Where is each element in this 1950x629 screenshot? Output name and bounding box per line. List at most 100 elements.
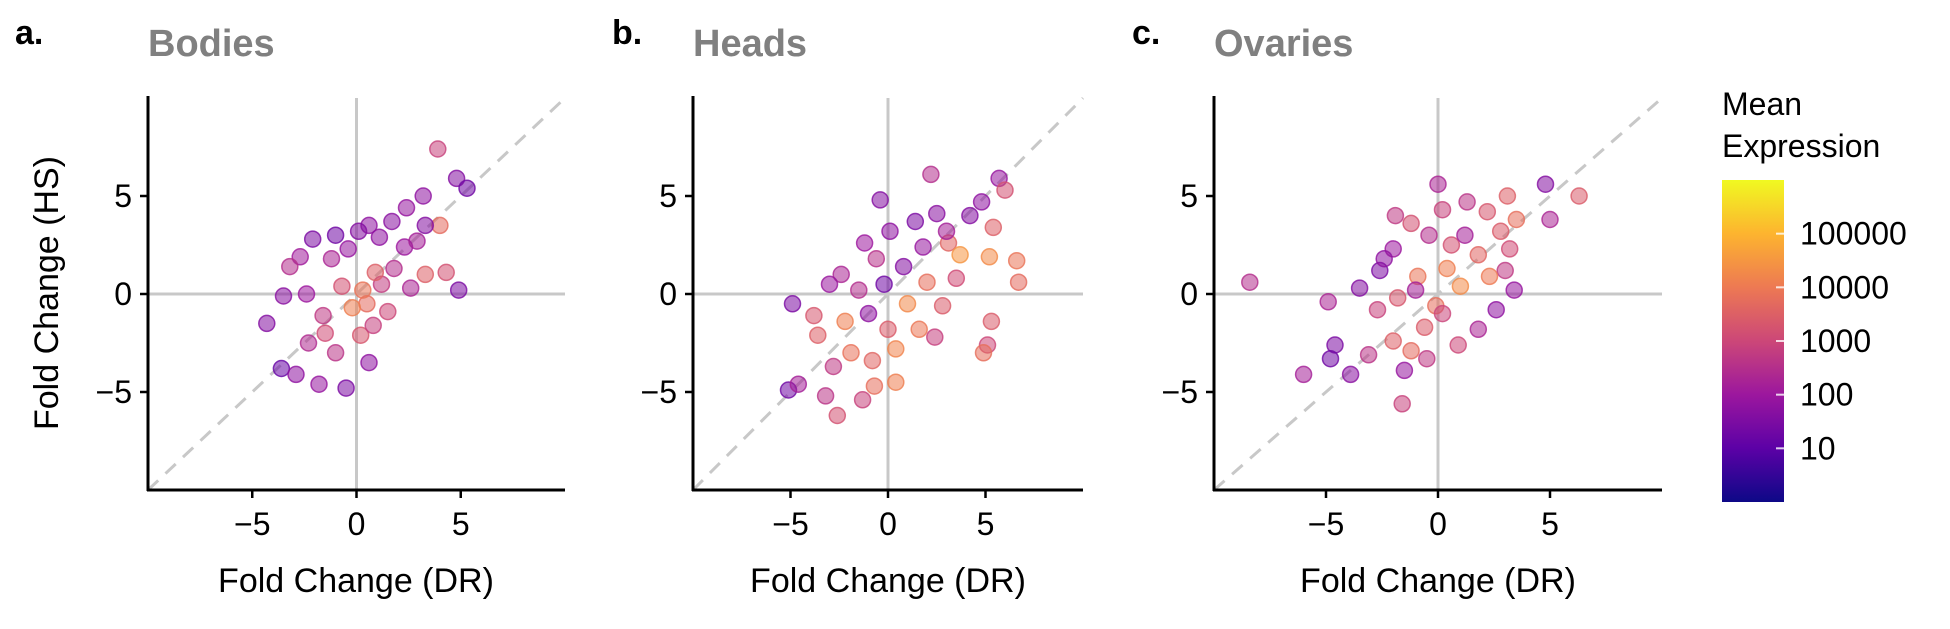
scatter-point (272, 359, 291, 378)
x-tick-label: 0 (1429, 506, 1447, 542)
scatter-point (1007, 251, 1026, 270)
scatter-point (928, 204, 946, 223)
scatter-point (1469, 246, 1488, 264)
scatter-point (947, 269, 966, 288)
x-tick-label: 5 (1541, 506, 1559, 542)
scatter-point (1393, 395, 1411, 413)
scatter-point (1395, 361, 1414, 380)
scatter-point (914, 238, 932, 256)
scatter-point (1500, 240, 1519, 258)
scatter-point (974, 344, 993, 362)
y-tick-label: 5 (1180, 178, 1198, 214)
scatter-point (910, 320, 928, 339)
panel-title: Heads (693, 23, 807, 65)
scatter-point (370, 228, 389, 246)
scatter-point (281, 257, 299, 276)
scatter-point (933, 297, 952, 315)
scatter-point (805, 306, 823, 325)
x-tick-label: 5 (452, 506, 470, 542)
scatter-point (351, 326, 370, 344)
scatter-point (853, 391, 872, 409)
scatter-point (1350, 279, 1369, 297)
scatter-point (360, 353, 378, 372)
scatter-point (828, 406, 847, 425)
panel-title: Ovaries (1214, 23, 1353, 65)
scatter-point (408, 232, 426, 250)
scatter-point (1496, 261, 1514, 280)
panel-letter: b. (612, 14, 642, 52)
scatter-point (1386, 206, 1405, 225)
scatter-point (316, 324, 334, 342)
scatter-point (354, 281, 372, 299)
scatter-point (816, 387, 835, 405)
scatter-point (922, 165, 940, 184)
scatter-point (322, 249, 341, 268)
scatter-point (333, 277, 351, 295)
scatter-point (887, 373, 905, 391)
scatter-point (1438, 259, 1456, 278)
identity-diagonal-line (1213, 96, 1663, 492)
scatter-point (431, 216, 449, 235)
scatter-point (1418, 349, 1436, 368)
scatter-point (887, 340, 905, 358)
scatter-point (1368, 300, 1387, 319)
panel-title: Bodies (148, 23, 275, 65)
scatter-point (401, 279, 420, 297)
scatter-point (1449, 336, 1467, 354)
panel-letter: c. (1132, 14, 1160, 52)
y-tick-label: 0 (1180, 276, 1198, 312)
scatter-point (416, 216, 435, 235)
scatter-point (437, 263, 455, 282)
scatter-point (1541, 210, 1559, 229)
scatter-point (1388, 289, 1407, 307)
scatter-point (383, 212, 401, 231)
scatter-point (898, 295, 917, 313)
scatter-point (859, 304, 878, 323)
scatter-point (951, 246, 969, 264)
scatter-point (789, 375, 808, 393)
scatter-point (299, 334, 318, 352)
scatter-point (926, 328, 944, 346)
scatter-point (1429, 175, 1447, 193)
colorbar-gradient (1722, 180, 1784, 502)
scatter-point (314, 306, 332, 325)
scatter-point (1491, 222, 1510, 241)
colorbar: Mean Expression 100000 10000 1000 100 10 (1722, 86, 1907, 502)
y-tick-label: −5 (1162, 374, 1198, 410)
scatter-point (918, 273, 936, 291)
scatter-point (337, 379, 355, 397)
y-tick-label: 0 (114, 276, 132, 312)
panel-letter: a. (15, 14, 43, 52)
scatter-point (836, 312, 854, 331)
scatter-point (1536, 175, 1555, 193)
y-tick-label: −5 (96, 374, 132, 410)
scatter-point (1359, 346, 1378, 364)
scatter-point (996, 181, 1014, 199)
scatter-point (879, 320, 897, 339)
scatter-point (832, 265, 850, 284)
scatter-point (1321, 349, 1340, 368)
scatter-point (274, 287, 293, 305)
scatter-point (820, 275, 839, 293)
scatter-point (982, 312, 1001, 331)
colorbar-title-line1: Mean (1722, 86, 1802, 122)
scatter-point (1406, 281, 1425, 299)
scatter-point (414, 187, 432, 205)
scatter-point (1570, 187, 1588, 205)
panel-ovaries: c. Ovaries −5 0 5 −5 0 5 Fold Change (DR) (1132, 14, 1663, 600)
scatter-point (379, 302, 397, 321)
scatter-point (343, 298, 362, 317)
scatter-point (1402, 214, 1420, 233)
scatter-point (303, 230, 322, 248)
plot-area-heads: −5 0 5 −5 0 5 (641, 96, 1085, 542)
scatter-point (984, 218, 1003, 237)
scatter-point (397, 199, 416, 217)
scatter-points (779, 165, 1028, 425)
scatter-point (1319, 293, 1337, 311)
scatter-point (865, 377, 884, 395)
identity-diagonal-line (691, 96, 1085, 492)
y-tick-label: 5 (114, 178, 132, 214)
y-tick-label: −5 (641, 374, 677, 410)
scatter-point (287, 365, 305, 384)
